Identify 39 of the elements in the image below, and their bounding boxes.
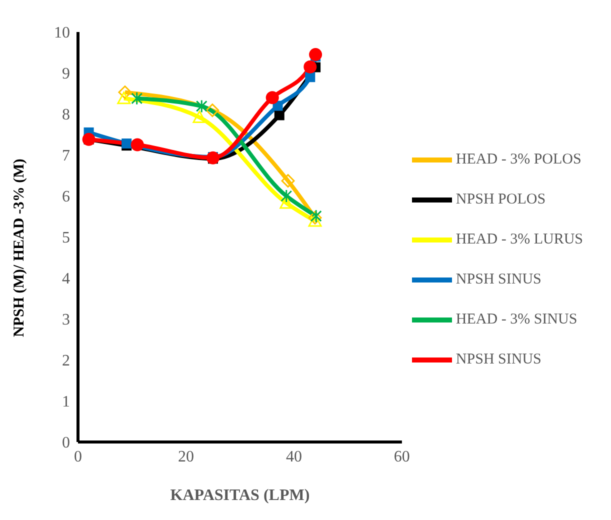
y-tick-label: 10 — [54, 24, 70, 42]
x-tick-label: 40 — [286, 448, 302, 466]
point — [274, 110, 284, 120]
y-tick-label: 3 — [62, 312, 70, 329]
y-tick-label: 8 — [62, 106, 70, 124]
point — [266, 91, 279, 104]
point — [131, 92, 143, 106]
y-tick-label: 1 — [62, 394, 70, 411]
point — [281, 174, 295, 188]
y-tick-label: 0 — [62, 434, 70, 452]
y-tick-label: 5 — [62, 230, 70, 247]
point — [206, 104, 220, 118]
point — [130, 138, 144, 152]
legend-label: NPSH SINUS — [456, 271, 542, 288]
y-axis-title: NPSH (M)/ HEAD -3% (M) — [11, 158, 28, 337]
x-axis-title: KAPASITAS (LPM) — [170, 487, 310, 504]
y-tick-label: 9 — [62, 66, 70, 83]
point — [192, 110, 206, 124]
point — [117, 92, 131, 104]
legend-label: HEAD - 3% SINUS — [456, 311, 578, 328]
point — [305, 72, 316, 82]
x-tick-label: 20 — [178, 448, 194, 466]
point — [196, 99, 208, 113]
point — [118, 86, 132, 100]
y-tick-label: 4 — [62, 270, 70, 288]
legend-label: HEAD - 3% LURUS — [456, 231, 583, 248]
y-tick-label: 6 — [62, 188, 70, 206]
point — [280, 189, 292, 203]
x-tick-label: 60 — [394, 448, 410, 466]
legend-label: NPSH POLOS — [456, 191, 546, 208]
point — [308, 214, 322, 227]
x-tick-label: 0 — [74, 448, 82, 466]
legend-label: HEAD - 3% POLOS — [456, 151, 582, 168]
legend-label: NPSH SINUS — [456, 351, 542, 368]
point — [280, 196, 294, 209]
point — [304, 60, 317, 74]
point — [309, 48, 322, 62]
y-tick-label: 7 — [62, 148, 70, 165]
y-tick-label: 2 — [62, 352, 70, 370]
